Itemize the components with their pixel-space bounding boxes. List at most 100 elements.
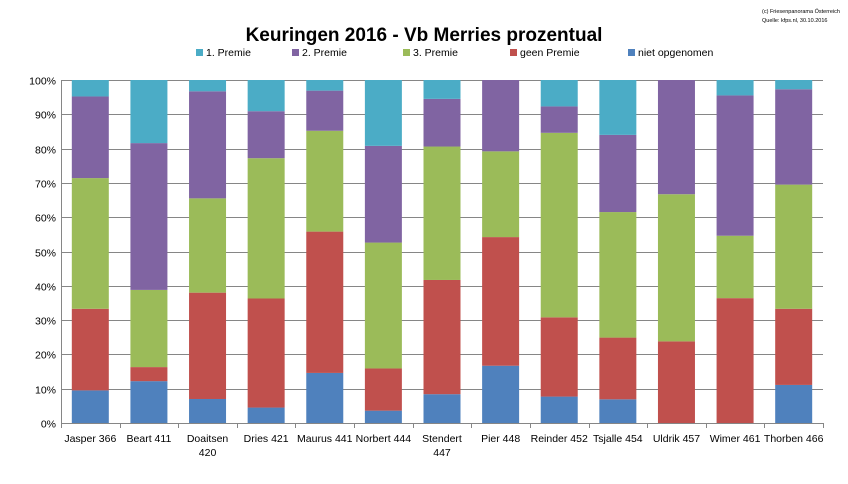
bar-segment-2-premie	[540, 106, 578, 133]
bar-segment-geen-premie	[482, 237, 520, 366]
x-tick-label-line: Reinder 452	[531, 433, 588, 445]
x-tick-label: Wimer 461	[710, 433, 761, 445]
legend-label-niet-opgenomen: niet opgenomen	[638, 47, 713, 59]
bar-segment-1-premie	[71, 80, 109, 97]
bar-segment-3-premie	[71, 178, 109, 309]
x-tick-label: Uldrik 457	[653, 433, 700, 445]
bar-segment-geen-premie	[657, 341, 695, 423]
bar-segment-geen-premie	[247, 298, 285, 408]
bar-segment-niet-opgenomen	[482, 365, 520, 423]
bar-segment-niet-opgenomen	[306, 372, 344, 423]
legend-swatch-3-premie	[403, 49, 410, 56]
bar-segment-2-premie	[775, 89, 813, 185]
bar-segment-1-premie	[130, 80, 168, 144]
bar-segment-geen-premie	[364, 368, 402, 411]
legend-swatch-2-premie	[292, 49, 299, 56]
x-tick-label-line: Doaitsen	[187, 433, 229, 445]
bar-segment-2-premie	[482, 80, 520, 152]
bar-segment-3-premie	[247, 158, 285, 299]
y-tick-label: 70%	[35, 179, 56, 191]
legend-label-1-premie: 1. Premie	[206, 47, 251, 59]
x-tick-label-line: Jasper 366	[64, 433, 116, 445]
bar-segment-1-premie	[423, 80, 461, 99]
bar-segment-3-premie	[599, 212, 637, 338]
bar-segment-geen-premie	[540, 317, 578, 397]
bar-segment-2-premie	[247, 111, 285, 159]
x-tick-label: Reinder 452	[531, 433, 588, 445]
bar-segment-2-premie	[130, 143, 168, 290]
bar-segment-1-premie	[716, 80, 754, 96]
x-tick-label: Maurus 441	[297, 433, 353, 445]
bar-segment-niet-opgenomen	[71, 390, 109, 423]
y-tick-label: 90%	[35, 110, 56, 122]
y-tick-label: 40%	[35, 282, 56, 294]
bar-segment-2-premie	[306, 90, 344, 131]
bar-segment-3-premie	[189, 198, 227, 293]
x-tick-label-line: Dries 421	[244, 433, 289, 445]
bar-segment-2-premie	[716, 95, 754, 236]
bar-segment-3-premie	[716, 235, 754, 299]
bar-segment-1-premie	[247, 80, 285, 112]
bar-segment-niet-opgenomen	[775, 384, 813, 423]
bar-segment-1-premie	[189, 80, 227, 92]
bar-segment-3-premie	[423, 146, 461, 280]
x-tick-label: Stendert 447	[422, 433, 462, 459]
x-tick-label: Tsjalle 454	[593, 433, 643, 445]
bar-segment-geen-premie	[716, 298, 754, 423]
bar-segment-niet-opgenomen	[364, 410, 402, 423]
bar-segment-1-premie	[364, 80, 402, 146]
bar-segment-3-premie	[306, 130, 344, 232]
bar-segment-2-premie	[657, 80, 695, 195]
x-tick-label: Thorben 466	[764, 433, 824, 445]
x-tick-label: Dries 421	[244, 433, 289, 445]
bar-segment-1-premie	[775, 80, 813, 90]
bar-segment-2-premie	[599, 134, 637, 213]
y-axis: 0% 10% 20% 30% 40% 50% 60% 70% 80% 90% 100%	[29, 76, 62, 431]
x-tick-label: Doaitsen 420	[187, 433, 229, 459]
bar-segment-1-premie	[540, 80, 578, 107]
legend-swatch-geen-premie	[510, 49, 517, 56]
bar-segment-geen-premie	[71, 308, 109, 391]
bar-segment-2-premie	[189, 91, 227, 199]
legend: 1. Premie 2. Premie 3. Premie geen Premie ni…	[196, 47, 713, 59]
y-tick-label: 60%	[35, 213, 56, 225]
bar-segment-3-premie	[482, 151, 520, 238]
x-tick-label: Pier 448	[481, 433, 520, 445]
x-tick-label-line: 447	[433, 447, 451, 459]
x-tick-label: Beart 411	[127, 433, 172, 445]
bar-segment-geen-premie	[599, 337, 637, 400]
chart-title: Keuringen 2016 - Vb Merries prozentual	[246, 25, 603, 46]
bar-segment-geen-premie	[775, 308, 813, 385]
bar-segment-niet-opgenomen	[423, 394, 461, 423]
bar-segment-niet-opgenomen	[247, 407, 285, 423]
bar-segment-3-premie	[364, 242, 402, 369]
bar-segment-3-premie	[130, 289, 168, 368]
bar-segment-2-premie	[423, 98, 461, 147]
x-tick-label-line: 420	[199, 447, 217, 459]
credit-line-2: Quelle: kfps.nl, 30.10.2016	[762, 18, 827, 24]
bar-segment-geen-premie	[423, 279, 461, 395]
x-tick-label-line: Pier 448	[481, 433, 520, 445]
bar-segment-1-premie	[599, 80, 637, 135]
bar-segment-3-premie	[657, 194, 695, 342]
credit-line-1: (c) Friesenpanorama Österreich	[762, 8, 840, 15]
x-tick-label-line: Stendert	[422, 433, 462, 445]
y-tick-label: 20%	[35, 350, 56, 362]
y-tick-label: 80%	[35, 145, 56, 157]
y-tick-label: 50%	[35, 248, 56, 260]
bar-segment-niet-opgenomen	[130, 381, 168, 423]
y-tick-label: 30%	[35, 316, 56, 328]
y-tick-label: 10%	[35, 385, 56, 397]
x-tick-label: Norbert 444	[356, 433, 412, 445]
legend-label-3-premie: 3. Premie	[413, 47, 458, 59]
bar-segment-niet-opgenomen	[189, 398, 227, 423]
y-tick-label: 0%	[41, 419, 56, 431]
y-tick-label: 100%	[29, 76, 56, 88]
bar-segment-geen-premie	[189, 292, 227, 399]
bar-segment-2-premie	[71, 96, 109, 179]
legend-swatch-niet-opgenomen	[628, 49, 635, 56]
x-tick-label-line: Tsjalle 454	[593, 433, 643, 445]
x-tick-label-line: Uldrik 457	[653, 433, 700, 445]
bar-segment-niet-opgenomen	[540, 396, 578, 423]
